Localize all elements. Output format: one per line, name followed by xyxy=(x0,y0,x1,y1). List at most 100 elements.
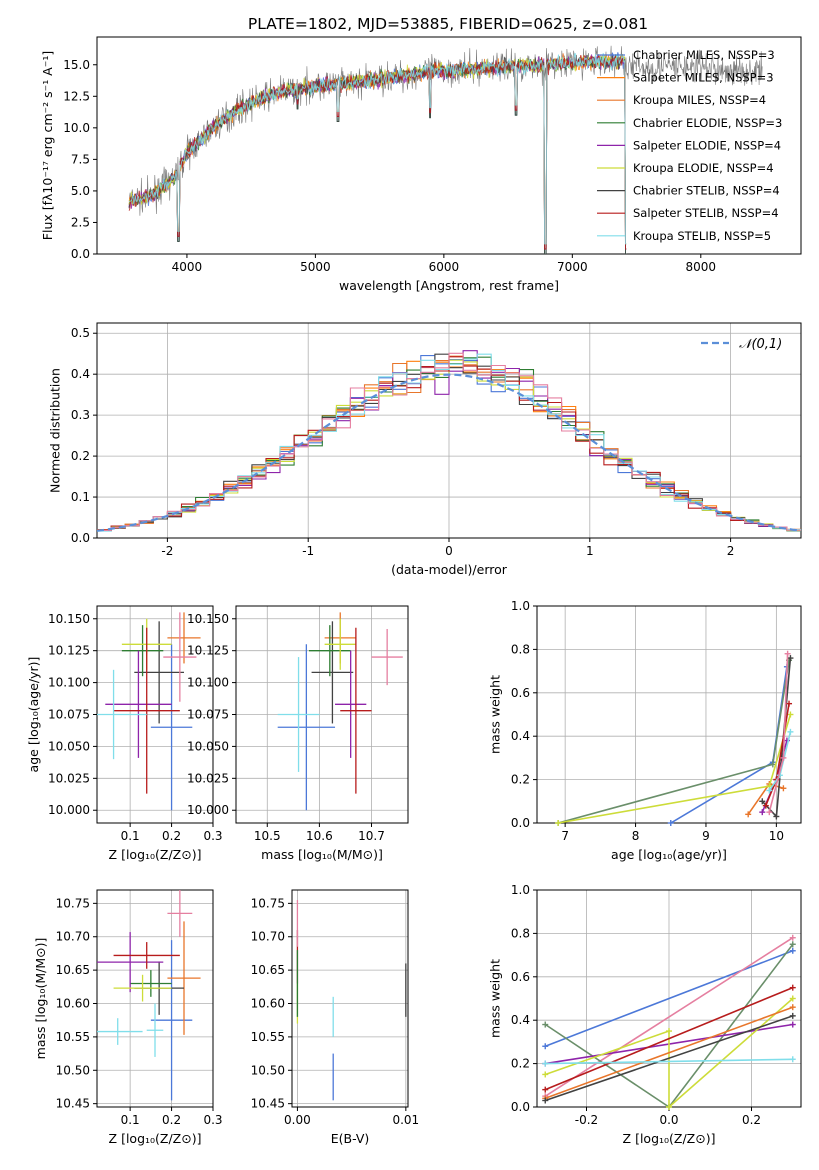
normal-curve xyxy=(96,373,802,532)
y-tick-label: 0.2 xyxy=(511,1057,530,1071)
y-tick-label: 7.5 xyxy=(71,152,90,166)
legend-label: Chabrier STELIB, NSSP=4 xyxy=(633,184,780,198)
y-tick-label: 10.45 xyxy=(251,1097,285,1111)
y-tick-label: 0.4 xyxy=(511,1013,530,1027)
x-tick-label: 6000 xyxy=(429,260,460,274)
x-tick-label: -0.2 xyxy=(575,1113,598,1127)
x-tick-label: 5000 xyxy=(300,260,331,274)
y-tick-label: 10.075 xyxy=(187,708,229,722)
x-tick-label: -1 xyxy=(302,544,314,558)
x-tick-label: 0.1 xyxy=(121,829,140,843)
x-tick-label: 4000 xyxy=(172,260,203,274)
x-tick-label: 10 xyxy=(769,829,784,843)
y-tick-label: 10.70 xyxy=(56,930,90,944)
spectrum-axes: 4000 5000 6000 7000 8000 0.0 2.5 5.0 7.5 10.0 12.5… xyxy=(40,36,802,293)
age_vs_mass-axes: 10.5 10.6 10.7 10.000 10.025 10.050 10.075 10.1… xyxy=(187,605,409,862)
x-tick-label: 7 xyxy=(561,829,569,843)
y-tick-label: 0.6 xyxy=(511,970,530,984)
x-tick-label: 0.2 xyxy=(742,1113,761,1127)
age_vs_Z-axes: 0.1 0.2 0.3 10.000 10.025 10.050 10.075 10.100 1… xyxy=(26,605,223,862)
y-tick-label: 10.000 xyxy=(48,803,90,817)
legend-label: Salpeter ELODIE, NSSP=4 xyxy=(633,138,781,152)
legend-label: Chabrier ELODIE, NSSP=3 xyxy=(633,116,782,130)
axes-frame xyxy=(291,889,409,1108)
x-tick-label: 10.5 xyxy=(254,829,281,843)
x-tick-label: 10.6 xyxy=(306,829,333,843)
residual-histogram-series xyxy=(97,352,801,531)
y-tick-label: 1.0 xyxy=(511,883,530,897)
y-tick-label: 10.100 xyxy=(48,676,90,690)
x-tick-label: 8000 xyxy=(686,260,717,274)
y-tick-label: 0.2 xyxy=(71,449,90,463)
axes-frame xyxy=(96,36,802,255)
axes-frame xyxy=(536,605,802,824)
y-axis-label: age [log₁₀(age/yr)] xyxy=(26,657,41,773)
y-tick-label: 10.025 xyxy=(187,771,229,785)
y-tick-label: 0.3 xyxy=(71,408,90,422)
y-tick-label: 0.8 xyxy=(511,642,530,656)
y-tick-label: 0.1 xyxy=(71,490,90,504)
y-axis-label: Flux [fλ10⁻¹⁷ erg cm⁻² s⁻¹ A⁻¹] xyxy=(40,51,55,240)
legend-label: Salpeter MILES, NSSP=3 xyxy=(633,71,774,85)
x-axis-label: E(B-V) xyxy=(331,1131,370,1146)
axes-frame xyxy=(235,605,409,824)
y-tick-label: 0.2 xyxy=(511,773,530,787)
x-tick-label: 0.2 xyxy=(162,829,181,843)
legend-label: Chabrier MILES, NSSP=3 xyxy=(633,48,775,62)
mass-weight-series xyxy=(545,1015,794,1102)
residuals-legend: 𝒩(0,1) xyxy=(701,337,782,352)
y-tick-label: 10.45 xyxy=(56,1097,90,1111)
spectrum-legend: Chabrier MILES, NSSP=3 Salpeter MILES, NS… xyxy=(597,48,782,243)
x-tick-label: 0.2 xyxy=(162,1113,181,1127)
y-tick-label: 10.50 xyxy=(56,1063,90,1077)
y-tick-label: 10.50 xyxy=(251,1063,285,1077)
x-tick-label: 0.3 xyxy=(203,829,222,843)
figure-title: PLATE=1802, MJD=53885, FIBERID=0625, z=0… xyxy=(248,15,648,33)
x-tick-label: 7000 xyxy=(557,260,588,274)
y-tick-label: 15.0 xyxy=(63,58,90,72)
y-tick-label: 10.55 xyxy=(56,1030,90,1044)
y-tick-label: 12.5 xyxy=(63,89,90,103)
model-spectrum-series xyxy=(128,54,627,250)
x-tick-label: -2 xyxy=(161,544,173,558)
weight_vs_Z-axes: -0.2 0.0 0.2 0.0 0.2 0.4 0.6 0.8 1.0 Z [log₁₀(Z/Z… xyxy=(487,883,802,1146)
x-tick-label: 0.01 xyxy=(392,1113,419,1127)
y-tick-label: 10.0 xyxy=(63,121,90,135)
x-tick-label: 9 xyxy=(702,829,710,843)
x-axis-label: wavelength [Angstrom, rest frame] xyxy=(339,278,559,293)
x-tick-label: 10.7 xyxy=(358,829,385,843)
y-tick-label: 10.125 xyxy=(187,644,229,658)
y-tick-label: 0.0 xyxy=(71,531,90,545)
x-tick-label: 0.00 xyxy=(284,1113,311,1127)
y-tick-label: 10.150 xyxy=(48,612,90,626)
y-tick-label: 5.0 xyxy=(71,184,90,198)
x-axis-label: Z [log₁₀(Z/Z⊙)] xyxy=(623,1131,716,1146)
y-tick-label: 10.55 xyxy=(251,1030,285,1044)
y-tick-label: 0.4 xyxy=(511,729,530,743)
mass-weight-series xyxy=(544,986,794,1091)
y-tick-label: 0.5 xyxy=(71,326,90,340)
panels: 4000 5000 6000 7000 80000.02.55.07.510.012.5… xyxy=(26,36,802,1146)
residuals-axes: -2 -1 0 1 2 0.0 0.1 0.2 0.3 0.4 0.5 (data-model)/er… xyxy=(47,322,802,577)
x-tick-label: 0.1 xyxy=(121,1113,140,1127)
y-axis-label: Normed distribution xyxy=(47,368,62,493)
y-axis-label: mass [log₁₀(M/M⊙)] xyxy=(33,938,48,1060)
y-tick-label: 10.075 xyxy=(48,708,90,722)
legend-label: Salpeter STELIB, NSSP=4 xyxy=(633,206,779,220)
mass-weight-series xyxy=(544,937,794,1097)
y-tick-label: 10.025 xyxy=(48,771,90,785)
y-tick-label: 10.75 xyxy=(56,896,90,910)
y-tick-label: 10.150 xyxy=(187,612,229,626)
y-tick-label: 10.70 xyxy=(251,930,285,944)
x-axis-label: age [log₁₀(age/yr)] xyxy=(611,847,727,862)
axes-frame xyxy=(96,889,214,1108)
mass-weight-series xyxy=(557,660,790,823)
x-axis-label: Z [log₁₀(Z/Z⊙)] xyxy=(109,1131,202,1146)
mass-weight-series xyxy=(545,997,794,1107)
y-tick-label: 1.0 xyxy=(511,599,530,613)
y-tick-label: 10.60 xyxy=(56,997,90,1011)
y-tick-label: 10.65 xyxy=(56,963,90,977)
y-tick-label: 10.60 xyxy=(251,997,285,1011)
legend-label: Kroupa MILES, NSSP=4 xyxy=(633,93,766,107)
